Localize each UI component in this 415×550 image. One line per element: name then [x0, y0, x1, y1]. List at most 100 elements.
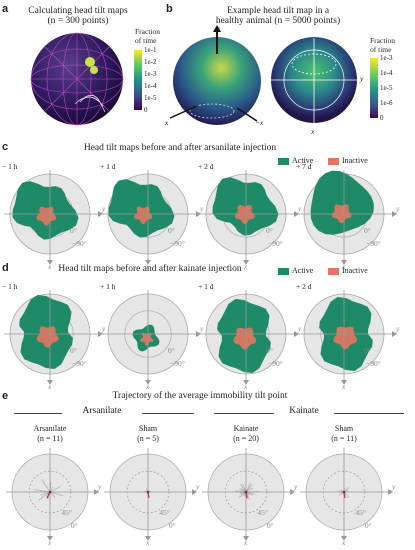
panel-b-title-line1: Example head tilt map in a: [226, 6, 330, 16]
colorbar-a-title-1: Fraction: [135, 27, 160, 36]
condition-label: Kainate (n = 20): [206, 424, 286, 444]
axis-y-label: y: [102, 204, 106, 213]
axis-x-label: x: [244, 538, 248, 547]
legend-active-c: Active: [278, 156, 313, 165]
legend-inactive-text-d: Inactive: [342, 266, 368, 275]
condition-n: (n = 11): [331, 434, 357, 443]
divider: [14, 413, 62, 414]
deg-0-label: 0°: [266, 520, 274, 530]
axis-x-label: x: [146, 538, 150, 547]
axis-y-arrow: [392, 331, 397, 337]
time-label: − 1 h: [2, 282, 18, 291]
deg-0-label: 0°: [70, 226, 77, 235]
inactive-region: [139, 332, 154, 346]
divider: [334, 413, 404, 414]
condition-name: Sham: [334, 424, 354, 433]
tilt-map: [298, 170, 397, 265]
colorbar-tick: 1e-6: [380, 99, 393, 107]
condition-n: (n = 11): [37, 434, 63, 443]
deg-90-label: −90°: [268, 238, 283, 248]
axis-negx-label: −x: [255, 118, 264, 127]
deg-45-label: 45°: [257, 507, 268, 517]
tilt-map: [4, 170, 103, 265]
trajectory-line: [235, 490, 247, 493]
divider: [214, 413, 274, 414]
panel-e-label: e: [2, 390, 9, 402]
trajectory-plot: [104, 448, 197, 541]
axis-y-arrow: [388, 489, 393, 495]
trajectory-plot: [6, 448, 99, 541]
trajectory-line: [245, 482, 252, 493]
group-label-arsanilate: Arsanilate: [82, 406, 122, 416]
colorbar-tick: 0: [144, 106, 148, 114]
axis-x-arrow: [341, 380, 347, 385]
axis-y-arrow: [294, 331, 299, 337]
colorbar-tick: 1e-4: [380, 69, 393, 77]
axis-y-label: y: [392, 482, 396, 491]
axis-x-arrow: [243, 260, 249, 265]
group-label-kainate: Kainate: [289, 406, 319, 416]
deg-45-label: 45°: [159, 507, 170, 517]
colorbar-a: [134, 50, 142, 110]
inactive-region: [333, 326, 358, 350]
axis-y-arrow: [98, 331, 103, 337]
axis-y-label: y: [294, 482, 298, 491]
deg-90-label: −90°: [366, 358, 381, 368]
legend-active-swatch-d: [278, 267, 289, 275]
colorbar-tick: 1e-5: [380, 84, 393, 92]
condition-label: Sham (n = 5): [108, 424, 188, 444]
panel-d-label: d: [2, 262, 9, 274]
time-label: + 1 h: [100, 282, 116, 291]
axis-z-label: z: [217, 24, 220, 33]
time-label: + 2 d: [198, 162, 214, 171]
colorbar-tick: 1e-3: [144, 70, 157, 78]
axis-x-arrow: [243, 380, 249, 385]
time-label: + 2 d: [296, 282, 312, 291]
axis-y-label: y: [102, 324, 106, 333]
axis-y-label: y: [396, 204, 400, 213]
legend-active-text: Active: [292, 156, 314, 165]
deg-0-label: 0°: [266, 346, 273, 355]
axis-y-label: y: [200, 324, 204, 333]
axis-x-label: x: [146, 382, 150, 391]
colorbar-tick: 1e-4: [144, 82, 157, 90]
start-point: [146, 490, 150, 494]
axis-y-label: y: [298, 204, 302, 213]
axis-y-arrow: [98, 211, 103, 217]
axis-x-label: x: [48, 262, 52, 271]
axis-x-label: x: [342, 538, 346, 547]
trajectory-line: [33, 489, 51, 493]
deg-0-label: 0°: [364, 520, 372, 530]
panel-e-title: Trajectory of the average immobility til…: [112, 391, 288, 401]
tilt-map: [102, 170, 201, 265]
legend-inactive-c: Inactive: [328, 156, 368, 165]
trajectory-line: [49, 486, 61, 493]
axis-x-label: x: [146, 262, 150, 271]
legend-inactive-swatch: [328, 157, 339, 165]
deg-90-label: −90°: [72, 358, 87, 368]
axis-x-label: x: [342, 262, 346, 271]
trajectory-line: [40, 491, 51, 496]
deg-0-label: 0°: [70, 520, 78, 530]
trajectory-line: [245, 487, 253, 493]
colorbar-tick: 1e-2: [144, 58, 157, 66]
colorbar-tick: 1e-3: [380, 54, 393, 62]
condition-label: Arsanilate (n = 11): [10, 424, 90, 444]
axis-y-arrow: [196, 211, 201, 217]
trajectory-line: [245, 491, 255, 495]
deg-0-label: 0°: [364, 226, 371, 235]
legend-inactive-text: Inactive: [342, 156, 368, 165]
axis-y-label: y: [98, 482, 102, 491]
panel-b-title-line2: healthy animal (n = 5000 points): [215, 16, 341, 26]
panel-a-label: a: [2, 3, 9, 15]
trajectory-line: [245, 491, 259, 493]
axis-x-arrow: [341, 536, 347, 541]
inactive-region: [36, 326, 59, 348]
deg-0-label: 0°: [168, 346, 175, 355]
colorbar-tick: 0: [380, 114, 384, 122]
colorbar-b-title: Fraction of time: [370, 36, 395, 54]
axis-x-arrow: [47, 260, 53, 265]
condition-name: Kainate: [233, 424, 259, 433]
deg-90-label: −90°: [170, 358, 185, 368]
axis-x-label: x: [48, 382, 52, 391]
